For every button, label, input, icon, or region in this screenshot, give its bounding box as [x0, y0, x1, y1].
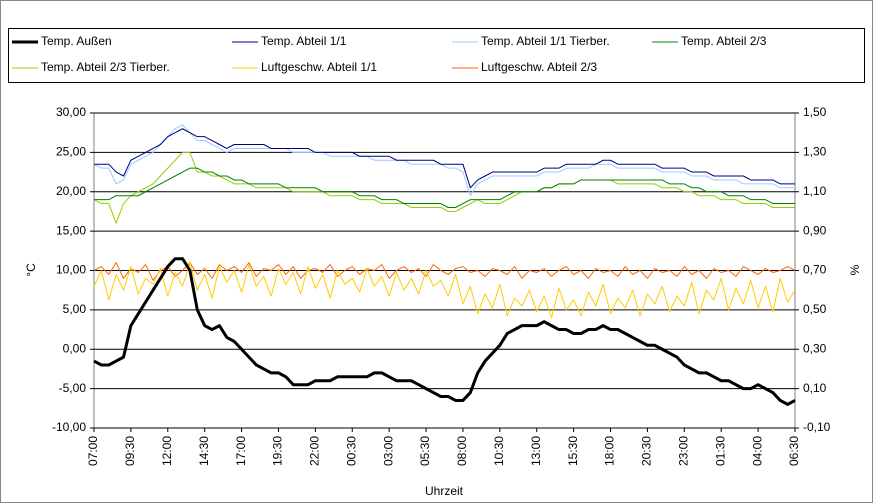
series-line [93, 262, 796, 281]
legend-label: Luftgeschw. Abteil 2/3 [481, 60, 597, 74]
legend-label: Temp. Abteil 2/3 Tierber. [41, 60, 170, 74]
series-line [93, 262, 796, 319]
x-tick-label: 15:30 [566, 436, 580, 466]
y2-tick-label: 1,10 [803, 184, 827, 198]
x-axis-label: Uhrzeit [425, 484, 464, 498]
x-tick-label: 09:30 [123, 436, 137, 466]
x-tick-label: 13:00 [529, 436, 543, 466]
y-tick-label: 30,00 [56, 105, 86, 119]
x-tick-label: 19:30 [271, 436, 285, 466]
y-tick-label: 0,00 [63, 341, 87, 355]
x-tick-label: 12:00 [160, 436, 174, 466]
y-axis-label: °C [24, 263, 38, 277]
series-line [93, 257, 796, 406]
x-tick-label: 23:00 [676, 436, 690, 466]
y2-tick-label: 0,10 [803, 381, 827, 395]
y2-tick-label: -0,10 [803, 420, 831, 434]
x-tick-label: 03:00 [381, 436, 395, 466]
series-line [94, 167, 795, 208]
y2-tick-label: 0,70 [803, 263, 827, 277]
series-line [93, 151, 795, 224]
y-tick-label: -5,00 [59, 381, 87, 395]
y-tick-label: 10,00 [56, 263, 86, 277]
legend-label: Temp. Abteil 2/3 [681, 34, 767, 48]
y2-tick-label: 0,50 [803, 302, 827, 316]
legend-label: Temp. Außen [41, 34, 112, 48]
x-tick-label: 20:30 [640, 436, 654, 466]
legend-label: Luftgeschw. Abteil 1/1 [261, 60, 377, 74]
x-tick-label: 06:30 [787, 436, 801, 466]
y2-axis-label: % [848, 264, 862, 275]
y2-tick-label: 0,90 [803, 223, 827, 237]
y-tick-label: 20,00 [56, 184, 86, 198]
x-tick-label: 22:00 [308, 436, 322, 466]
y2-tick-label: 1,50 [803, 105, 827, 119]
x-tick-label: 18:00 [603, 436, 617, 466]
y-tick-label: -10,00 [52, 420, 86, 434]
x-tick-label: 10:30 [492, 436, 506, 466]
legend-label: Temp. Abteil 1/1 Tierber. [481, 34, 610, 48]
y2-tick-label: 0,30 [803, 341, 827, 355]
x-tick-label: 04:00 [750, 436, 764, 466]
x-tick-label: 01:30 [713, 436, 727, 466]
y-tick-label: 15,00 [56, 223, 86, 237]
legend-box [8, 28, 865, 83]
series-line [94, 128, 795, 189]
x-tick-label: 00:30 [344, 436, 358, 466]
y-tick-label: 5,00 [63, 302, 87, 316]
legend-label: Temp. Abteil 1/1 [261, 34, 347, 48]
x-tick-label: 08:00 [455, 436, 469, 466]
series-line [93, 124, 795, 197]
x-tick-label: 05:30 [418, 436, 432, 466]
y-tick-label: 25,00 [56, 145, 86, 159]
x-tick-label: 17:00 [234, 436, 248, 466]
y2-tick-label: 1,30 [803, 145, 827, 159]
x-tick-label: 14:30 [197, 436, 211, 466]
x-tick-label: 07:00 [86, 436, 100, 466]
